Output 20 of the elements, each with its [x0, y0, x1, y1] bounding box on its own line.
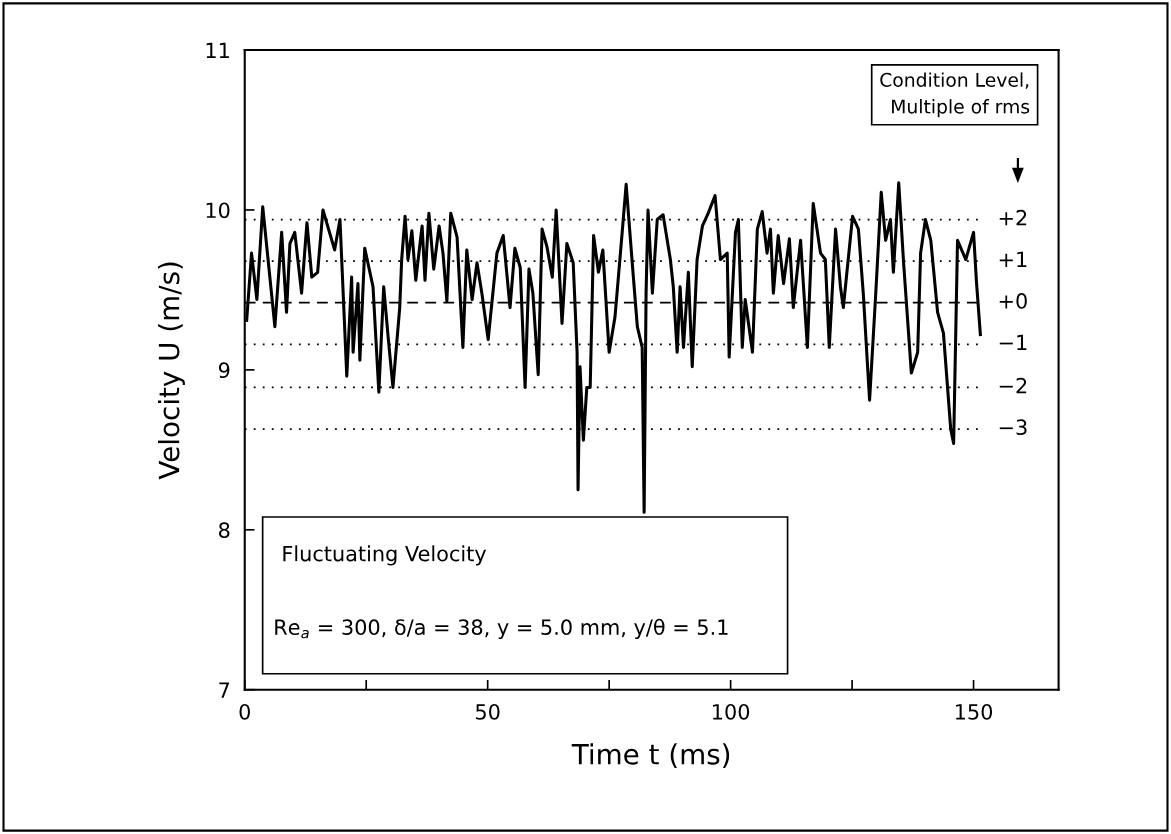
x-tick-label: 50: [476, 703, 500, 720]
annotation: Re$_{a}$ = 300, δ/a = 38, y = 5.0 mm, y/θ = 5.1: [275, 618, 728, 640]
annotation: +1: [999, 251, 1027, 267]
y-tick-label: 9: [218, 362, 230, 379]
y-tick-label: 7: [219, 682, 230, 698]
x-tick-label: 150: [955, 703, 993, 720]
annotation: −1: [999, 334, 1027, 351]
annotation: −2: [999, 377, 1027, 394]
y-axis-title: Velocity U (m/s): [158, 262, 185, 480]
annotation: +2: [999, 209, 1027, 226]
annotation: −3: [999, 419, 1027, 436]
annotation: Fluctuating Velocity: [283, 545, 487, 566]
y-tick-label: 10: [206, 202, 230, 219]
x-tick-label: 0: [239, 703, 250, 720]
annotation: Condition Level, Multiple of rms: [880, 72, 1030, 118]
y-tick-label: 11: [206, 42, 229, 58]
y-tick-label: 8: [219, 522, 230, 539]
x-axis-title: Time t (ms): [571, 743, 730, 768]
x-tick-label: 100: [713, 703, 750, 720]
annotation: +0: [999, 293, 1027, 309]
